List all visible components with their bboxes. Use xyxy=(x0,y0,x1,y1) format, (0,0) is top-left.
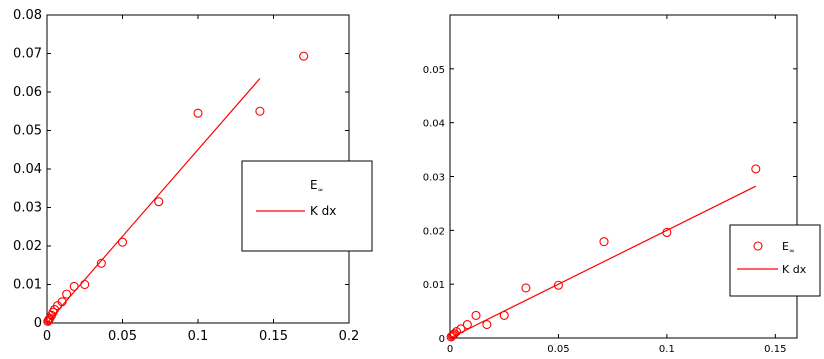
x-tick-label: 0.05 xyxy=(108,329,137,344)
y-tick-label: 0.07 xyxy=(13,47,42,62)
x-tick-label: 0 xyxy=(447,344,453,355)
data-point xyxy=(299,51,309,61)
fit-line xyxy=(449,185,757,339)
x-tick-label: 0.05 xyxy=(547,344,569,355)
y-tick-label: 0.01 xyxy=(13,278,42,293)
legend-label: E∞ xyxy=(782,240,795,255)
x-tick-label: 0.1 xyxy=(659,344,675,355)
legend-label-subscript: ∞ xyxy=(318,186,324,194)
data-point xyxy=(96,258,106,268)
data-point xyxy=(80,279,90,290)
y-tick-label: 0.03 xyxy=(423,173,445,184)
legend-box xyxy=(241,160,373,252)
data-point xyxy=(751,164,761,174)
y-tick-label: 0.04 xyxy=(13,162,42,177)
y-tick-label: 0.05 xyxy=(13,124,42,139)
y-tick-label: 0.04 xyxy=(423,119,445,130)
data-point xyxy=(521,283,531,293)
legend-label-text: K dx xyxy=(310,204,336,218)
y-tick-label: 0.05 xyxy=(423,65,445,76)
legend-label: E∞ xyxy=(310,178,323,194)
y-tick-label: 0.08 xyxy=(13,8,42,23)
chart-1: 0 0.05 0.1 0.15 0.2 0 0.01 0.02 0.03 0.04 0.05 0.06… xyxy=(13,8,373,344)
fit-line xyxy=(46,78,261,324)
data-point xyxy=(117,237,128,247)
x-tick-label: 0.15 xyxy=(764,344,786,355)
legend-label-subscript: ∞ xyxy=(789,247,795,255)
y-tick-label: 0.02 xyxy=(423,226,445,237)
data-point xyxy=(471,310,481,320)
x-tick-label: 0.1 xyxy=(188,329,209,344)
x-tick-label: 0 xyxy=(43,329,51,344)
legend-label-text: E xyxy=(310,178,318,192)
data-point xyxy=(154,197,164,207)
data-point xyxy=(482,319,492,330)
data-point xyxy=(43,315,54,325)
y-tick-label: 0.03 xyxy=(13,201,42,216)
data-point xyxy=(62,289,72,299)
y-tick-label: 0.02 xyxy=(13,239,42,254)
chart-2: 0 0.05 0.1 0.15 0 0.01 0.02 0.03 0.04 0.05 E∞ K dx xyxy=(423,14,821,355)
data-point xyxy=(599,237,609,247)
legend-label: K dx xyxy=(782,263,807,276)
legend-label-text: E xyxy=(782,240,789,253)
legend: E∞ K dx xyxy=(241,160,373,252)
x-tick-label: 0.15 xyxy=(259,329,288,344)
legend-label: K dx xyxy=(310,204,336,218)
y-tick-label: 0 xyxy=(439,334,445,345)
legend: E∞ K dx xyxy=(729,224,821,297)
data-point xyxy=(193,108,203,118)
legend-box xyxy=(729,224,821,297)
x-tick-label: 0.2 xyxy=(339,329,360,344)
data-point xyxy=(553,280,563,290)
data-point xyxy=(462,319,472,330)
data-point xyxy=(446,332,456,342)
y-tick-label: 0 xyxy=(34,316,42,331)
y-tick-label: 0.01 xyxy=(423,280,445,291)
legend-label-text: K dx xyxy=(782,263,807,276)
data-point xyxy=(255,106,265,116)
y-tick-label: 0.06 xyxy=(13,85,42,100)
legend-marker xyxy=(753,241,763,251)
